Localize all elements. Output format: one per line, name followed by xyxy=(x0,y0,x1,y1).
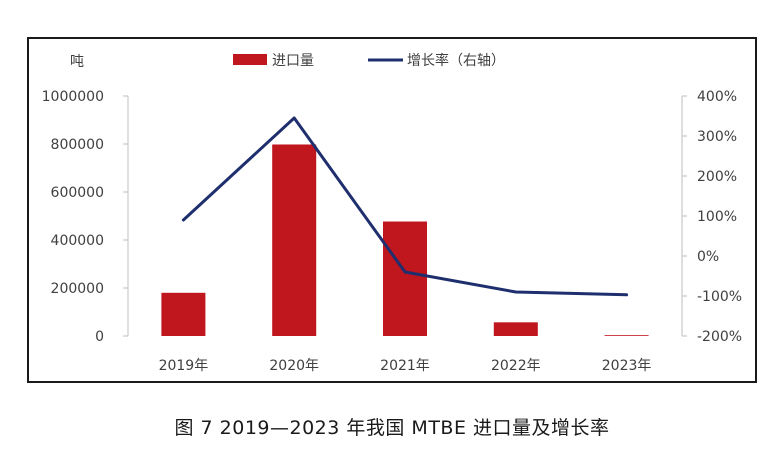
right-axis-tick-label: 100% xyxy=(697,209,737,225)
x-axis-tick-label: 2021年 xyxy=(380,358,430,374)
left-axis-tick-label: 600000 xyxy=(51,185,104,201)
x-axis-tick-label: 2020年 xyxy=(269,358,319,374)
legend-label-imports: 进口量 xyxy=(272,53,314,69)
bar-imports xyxy=(161,292,206,336)
left-axis-tick-label: 0 xyxy=(95,329,104,345)
right-axis-tick-label: 0% xyxy=(697,249,719,265)
legend-label-growth: 增长率（右轴） xyxy=(407,52,505,69)
right-axis-tick-label: 300% xyxy=(697,129,737,145)
legend-swatch-imports xyxy=(233,54,267,65)
left-axis-tick-label: 400000 xyxy=(51,233,104,249)
right-axis-tick-label: 200% xyxy=(697,169,737,185)
left-axis-tick-label: 200000 xyxy=(51,281,104,297)
chart: 1000000 800000 600000 400000 200000 0 400% 300%… xyxy=(42,52,742,374)
x-axis-tick-label: 2019年 xyxy=(159,358,209,374)
right-axis-tick-label: 400% xyxy=(697,89,737,105)
x-axis-tick-label: 2022年 xyxy=(491,358,541,374)
bar-imports xyxy=(493,322,538,336)
bar-imports xyxy=(383,221,427,336)
right-axis-tick-label: -100% xyxy=(697,289,742,305)
left-axis-tick-label: 800000 xyxy=(51,137,104,153)
y-axis-unit-label: 吨 xyxy=(70,54,84,70)
x-axis-tick-label: 2023年 xyxy=(602,358,652,374)
figure-caption: 图 7 2019—2023 年我国 MTBE 进口量及增长率 xyxy=(174,417,610,439)
right-axis-tick-label: -200% xyxy=(697,329,742,345)
line-growth-rate xyxy=(181,116,629,297)
left-axis-tick-label: 1000000 xyxy=(42,89,104,105)
bar-imports xyxy=(604,335,649,336)
bar-imports xyxy=(272,144,317,336)
